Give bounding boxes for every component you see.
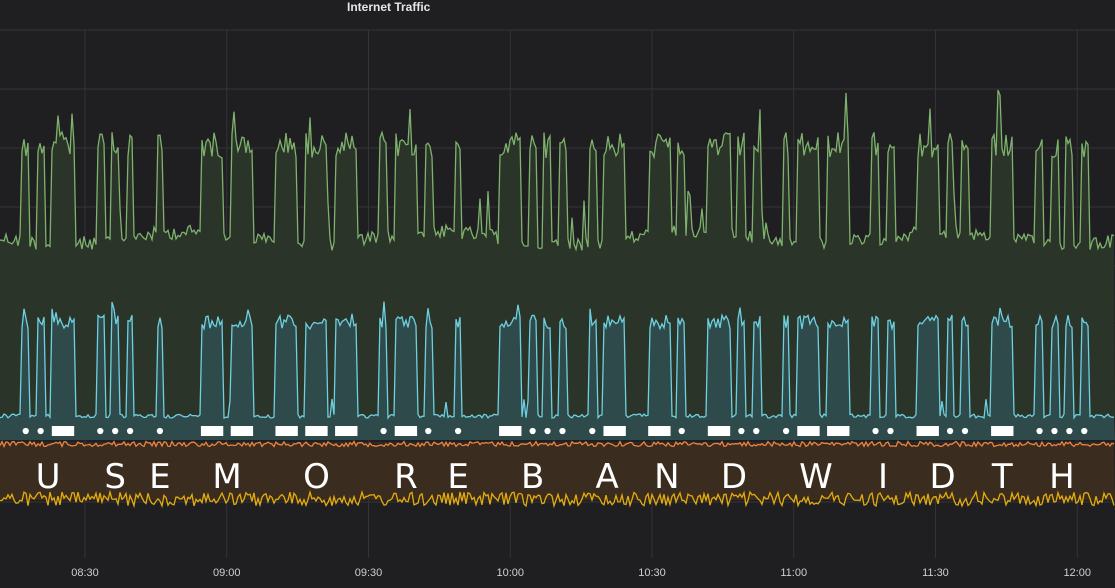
series-yellow-line: [0, 489, 1115, 509]
series-orange-area: [0, 441, 1115, 500]
morse-dash: [335, 426, 358, 436]
morse-letter: D: [930, 457, 956, 497]
morse-letter: A: [596, 457, 619, 497]
morse-dot: [753, 427, 760, 435]
morse-letter: O: [303, 457, 330, 497]
morse-dash: [648, 426, 671, 436]
morse-dot: [544, 427, 551, 435]
morse-dot: [782, 427, 790, 435]
morse-dot: [380, 427, 387, 435]
morse-dot: [678, 427, 685, 435]
x-tick-label: 10:30: [638, 567, 666, 579]
x-tick-label: 11:30: [922, 567, 949, 579]
morse-letter: H: [1049, 457, 1075, 497]
morse-letter: N: [654, 457, 679, 497]
morse-dash: [275, 426, 298, 436]
morse-dot: [454, 427, 462, 435]
morse-dot: [1036, 427, 1043, 435]
morse-dash: [394, 426, 418, 436]
morse-dash: [797, 426, 820, 436]
x-tick-label: 12:00: [1063, 567, 1091, 579]
series-middle-area: [0, 301, 1115, 440]
morse-dash: [827, 426, 850, 436]
x-tick-label: 09:00: [213, 567, 241, 579]
morse-dot: [589, 427, 596, 435]
series-middle-line: [0, 301, 1115, 420]
morse-dot: [126, 427, 134, 435]
morse-dot: [112, 427, 119, 435]
morse-dash: [200, 426, 224, 436]
morse-dash: [230, 426, 254, 436]
morse-code-overlay: [22, 426, 1088, 436]
x-tick-label: 10:00: [496, 567, 524, 579]
x-tick-label: 09:30: [355, 567, 383, 579]
morse-dot: [97, 427, 104, 435]
morse-dash: [499, 426, 522, 436]
morse-letter: W: [799, 457, 833, 497]
morse-dot: [946, 427, 954, 435]
morse-dot: [738, 427, 745, 435]
morse-dot: [425, 427, 432, 435]
morse-dash: [707, 426, 731, 436]
panel-title[interactable]: Internet Traffic: [347, 0, 431, 14]
morse-dash: [51, 426, 75, 436]
morse-dot: [872, 427, 879, 435]
morse-dash: [305, 426, 328, 436]
x-axis: 08:30 09:00 09:30 10:00 10:30 11:00 11:30 12:00: [71, 567, 1091, 579]
morse-dash: [603, 426, 626, 436]
morse-letter: E: [447, 457, 468, 497]
morse-letter: M: [212, 457, 241, 497]
x-tick-label: 08:30: [71, 567, 99, 579]
morse-dot: [961, 427, 969, 435]
morse-dot: [559, 427, 566, 435]
morse-letter: B: [521, 457, 544, 497]
morse-dot: [22, 427, 29, 435]
morse-dot: [887, 427, 894, 435]
morse-dot: [1051, 427, 1058, 435]
morse-dot: [156, 427, 164, 435]
morse-dash: [916, 426, 939, 436]
morse-dot: [37, 427, 44, 435]
series-orange-line: [0, 439, 1115, 449]
chart-series: [0, 89, 1115, 509]
morse-dash: [991, 426, 1014, 436]
morse-letter: S: [104, 457, 126, 497]
morse-letter: T: [991, 457, 1013, 497]
morse-letter: I: [878, 457, 888, 497]
morse-letter: R: [394, 457, 418, 497]
morse-letter: U: [36, 457, 61, 497]
x-tick-label: 11:00: [780, 567, 807, 579]
series-upper-line: [0, 89, 1115, 252]
morse-letter: E: [149, 457, 170, 497]
morse-dot: [1081, 427, 1088, 435]
morse-letter: D: [721, 457, 747, 497]
morse-dot: [1066, 427, 1073, 435]
morse-dot: [529, 427, 536, 435]
